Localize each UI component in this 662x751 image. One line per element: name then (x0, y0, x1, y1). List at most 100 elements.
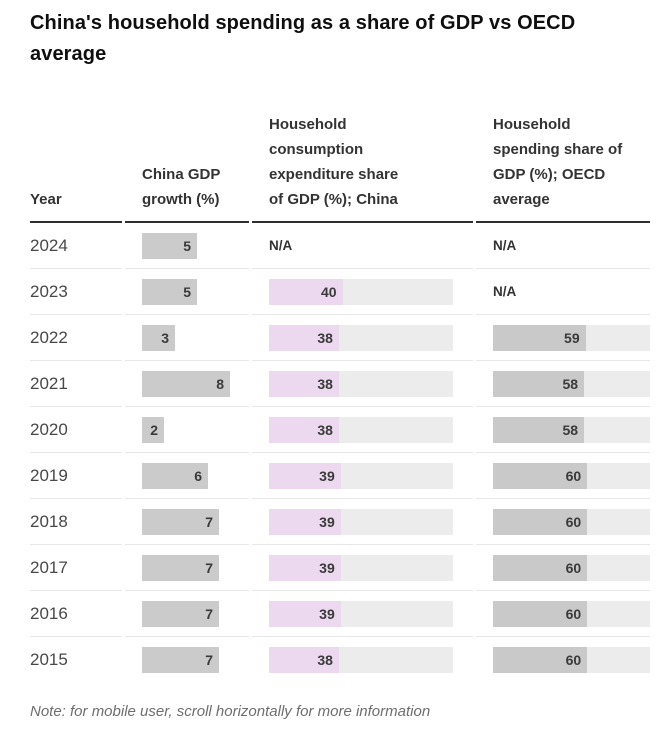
bar-value-label: 8 (216, 375, 224, 392)
table-row: 2020 2 38 58 (30, 407, 650, 453)
column-header-china-consumption: Household consumption expenditure share … (252, 112, 473, 223)
table-body: 2024 5 N/A N/A 2023 5 40 N/A 2022 3 38 59 2021 8 38 58 2… (30, 223, 650, 683)
oecd-bar-track: 60 (493, 462, 650, 489)
oecd-bar-track: 60 (493, 508, 650, 535)
oecd-bar-fill: 60 (493, 647, 588, 673)
bar-value-label: 39 (319, 605, 335, 622)
year-cell: 2024 (30, 223, 122, 269)
column-header-oecd-average-label: Household spending share of GDP (%); OEC… (493, 116, 623, 208)
table-row: 2015 7 38 60 (30, 637, 650, 683)
china-bar-track: 39 (269, 554, 453, 581)
china-consumption-cell: 39 (252, 499, 473, 545)
bar-value-label: 39 (319, 467, 335, 484)
oecd-average-cell: N/A (476, 269, 650, 315)
gdp-growth-bar: 6 (142, 462, 208, 489)
table-row: 2023 5 40 N/A (30, 269, 650, 315)
bar-value-label: 60 (565, 559, 582, 576)
table-row: 2024 5 N/A N/A (30, 223, 650, 269)
bar-value-label: 38 (317, 652, 333, 668)
column-header-oecd-average: Household spending share of GDP (%); OEC… (476, 112, 650, 223)
china-consumption-cell: 38 (252, 315, 473, 361)
gdp-growth-bar: 7 (142, 554, 219, 581)
year-cell: 2019 (30, 453, 122, 499)
gdp-growth-cell: 5 (125, 269, 249, 315)
bar-value-label: 58 (562, 375, 579, 392)
year-label: 2018 (30, 511, 68, 531)
gdp-growth-cell: 3 (125, 315, 249, 361)
bar-value-label: 5 (183, 283, 191, 300)
bar-value-label: 5 (183, 237, 191, 254)
oecd-average-cell: N/A (476, 223, 650, 269)
bar-value-label: 7 (205, 605, 213, 622)
bar-value-label: 7 (205, 513, 213, 530)
bar-value-label: 60 (565, 513, 582, 530)
china-bar-fill: 39 (269, 600, 341, 627)
oecd-average-cell: 60 (476, 637, 650, 683)
gdp-growth-cell: 6 (125, 453, 249, 499)
oecd-bar-track: 60 (493, 554, 650, 581)
na-label: N/A (493, 238, 517, 253)
oecd-average-cell: 60 (476, 545, 650, 591)
china-bar-fill: 38 (269, 647, 339, 673)
china-bar-track: 38 (269, 647, 453, 673)
year-cell: 2020 (30, 407, 122, 453)
china-consumption-cell: 38 (252, 361, 473, 407)
oecd-bar-fill: 58 (493, 416, 585, 443)
oecd-bar-fill: 60 (493, 462, 588, 489)
year-cell: 2022 (30, 315, 122, 361)
china-consumption-cell: 38 (252, 637, 473, 683)
bar-value-label: 3 (161, 329, 169, 346)
china-consumption-cell: 39 (252, 545, 473, 591)
gdp-growth-bar: 3 (142, 324, 175, 351)
year-cell: 2023 (30, 269, 122, 315)
gdp-growth-cell: 5 (125, 223, 249, 269)
gdp-growth-bar: 7 (142, 647, 219, 673)
bar-value-label: 60 (565, 652, 582, 668)
gdp-growth-bar: 8 (142, 370, 230, 397)
china-bar-fill: 38 (269, 370, 339, 397)
column-header-year: Year (30, 112, 122, 223)
bar-value-label: 2 (150, 421, 158, 438)
year-cell: 2018 (30, 499, 122, 545)
bar-value-label: 40 (321, 283, 337, 300)
table-row: 2022 3 38 59 (30, 315, 650, 361)
chart-title: China's household spending as a share of… (30, 12, 576, 65)
china-bar-track: 38 (269, 370, 453, 397)
oecd-bar-track: 59 (493, 324, 650, 351)
bar-value-label: 6 (194, 467, 202, 484)
china-bar-fill: 40 (269, 278, 343, 305)
year-cell: 2015 (30, 637, 122, 683)
oecd-average-cell: 60 (476, 591, 650, 637)
year-label: 2017 (30, 557, 68, 577)
oecd-bar-fill: 60 (493, 600, 588, 627)
year-cell: 2021 (30, 361, 122, 407)
china-bar-track: 40 (269, 278, 453, 305)
oecd-bar-fill: 58 (493, 370, 585, 397)
oecd-average-cell: 60 (476, 453, 650, 499)
table-row: 2016 7 39 60 (30, 591, 650, 637)
china-bar-fill: 39 (269, 554, 341, 581)
bar-value-label: 38 (317, 375, 333, 392)
year-label: 2022 (30, 327, 68, 347)
gdp-growth-bar: 7 (142, 600, 219, 627)
gdp-growth-cell: 2 (125, 407, 249, 453)
year-label: 2021 (30, 373, 68, 393)
year-label: 2024 (30, 235, 68, 255)
oecd-average-cell: 58 (476, 361, 650, 407)
gdp-growth-bar: 5 (142, 232, 197, 259)
gdp-growth-bar: 7 (142, 508, 219, 535)
column-header-year-label: Year (30, 191, 62, 208)
bar-value-label: 39 (319, 513, 335, 530)
bar-value-label: 58 (562, 421, 579, 438)
oecd-average-cell: 59 (476, 315, 650, 361)
bar-value-label: 38 (317, 421, 333, 438)
column-header-gdp-growth-label: China GDP growth (%) (142, 166, 221, 208)
china-bar-track: 39 (269, 600, 453, 627)
china-bar-track: 39 (269, 508, 453, 535)
table-row: 2017 7 39 60 (30, 545, 650, 591)
na-label: N/A (493, 284, 517, 299)
china-bar-fill: 38 (269, 324, 339, 351)
year-label: 2023 (30, 281, 68, 301)
oecd-average-cell: 58 (476, 407, 650, 453)
year-label: 2019 (30, 465, 68, 485)
